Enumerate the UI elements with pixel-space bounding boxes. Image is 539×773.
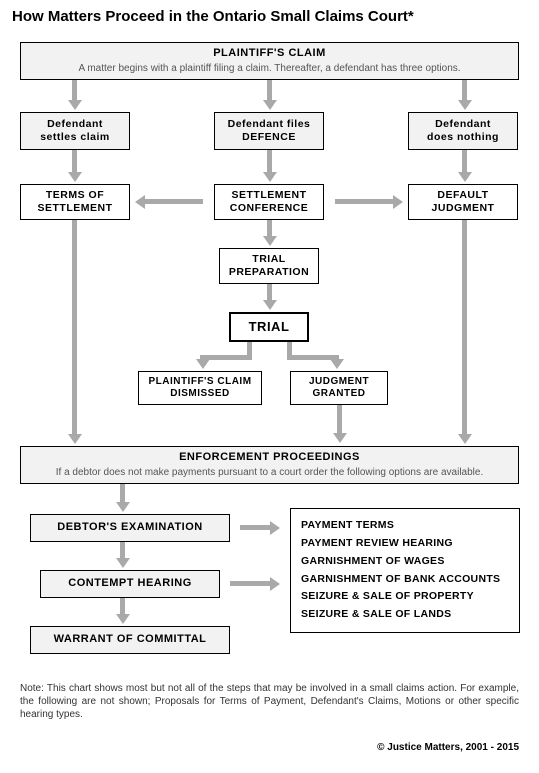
page-title: How Matters Proceed in the Ontario Small… bbox=[12, 8, 414, 25]
node-line: DISMISSED bbox=[170, 388, 230, 400]
node-line: Defendant bbox=[47, 118, 103, 131]
node-line: JUDGMENT bbox=[432, 202, 495, 215]
node-title: ENFORCEMENT PROCEEDINGS bbox=[179, 451, 360, 464]
node-terms-settlement: TERMS OF SETTLEMENT bbox=[20, 184, 130, 220]
node-line: settles claim bbox=[40, 131, 110, 144]
node-claim-dismissed: PLAINTIFF'S CLAIM DISMISSED bbox=[138, 371, 262, 405]
node-line: PLAINTIFF'S CLAIM bbox=[148, 376, 251, 388]
node-title: TRIAL bbox=[249, 319, 290, 335]
node-line: SETTLEMENT bbox=[38, 202, 113, 215]
node-title: DEBTOR'S EXAMINATION bbox=[57, 521, 202, 534]
node-line: does nothing bbox=[427, 131, 499, 144]
option-item: SEIZURE & SALE OF LANDS bbox=[301, 606, 509, 624]
option-item: GARNISHMENT OF WAGES bbox=[301, 553, 509, 571]
node-judgment-granted: JUDGMENT GRANTED bbox=[290, 371, 388, 405]
node-contempt: CONTEMPT HEARING bbox=[40, 570, 220, 598]
node-sub: If a debtor does not make payments pursu… bbox=[56, 467, 483, 479]
option-item: PAYMENT REVIEW HEARING bbox=[301, 535, 509, 553]
copyright: © Justice Matters, 2001 - 2015 bbox=[377, 742, 519, 753]
option-item: SEIZURE & SALE OF PROPERTY bbox=[301, 588, 509, 606]
node-line: GRANTED bbox=[313, 388, 366, 400]
node-settlement-conf: SETTLEMENT CONFERENCE bbox=[214, 184, 324, 220]
node-sub: A matter begins with a plaintiff filing … bbox=[78, 63, 460, 75]
node-def-settles: Defendant settles claim bbox=[20, 112, 130, 150]
node-default-judgment: DEFAULT JUDGMENT bbox=[408, 184, 518, 220]
node-line: SETTLEMENT bbox=[232, 189, 307, 202]
node-line: CONFERENCE bbox=[230, 202, 309, 215]
option-item: GARNISHMENT OF BANK ACCOUNTS bbox=[301, 571, 509, 589]
node-title: PLAINTIFF'S CLAIM bbox=[213, 47, 326, 60]
option-item: PAYMENT TERMS bbox=[301, 517, 509, 535]
node-trial: TRIAL bbox=[229, 312, 309, 342]
node-debtors-exam: DEBTOR'S EXAMINATION bbox=[30, 514, 230, 542]
node-line: JUDGMENT bbox=[309, 376, 369, 388]
node-line: TRIAL bbox=[252, 253, 285, 266]
node-def-defence: Defendant files DEFENCE bbox=[214, 112, 324, 150]
node-line: DEFENCE bbox=[242, 131, 296, 144]
node-enforcement: ENFORCEMENT PROCEEDINGS If a debtor does… bbox=[20, 446, 519, 484]
node-warrant: WARRANT OF COMMITTAL bbox=[30, 626, 230, 654]
node-line: DEFAULT bbox=[437, 189, 488, 202]
options-list: PAYMENT TERMS PAYMENT REVIEW HEARING GAR… bbox=[290, 508, 520, 633]
node-line: TERMS OF bbox=[46, 189, 104, 202]
node-line: Defendant files bbox=[228, 118, 311, 131]
node-def-nothing: Defendant does nothing bbox=[408, 112, 518, 150]
node-plaintiff-claim: PLAINTIFF'S CLAIM A matter begins with a… bbox=[20, 42, 519, 80]
node-trial-prep: TRIAL PREPARATION bbox=[219, 248, 319, 284]
node-title: CONTEMPT HEARING bbox=[68, 577, 192, 590]
node-line: PREPARATION bbox=[229, 266, 309, 279]
node-title: WARRANT OF COMMITTAL bbox=[54, 633, 207, 646]
node-line: Defendant bbox=[435, 118, 491, 131]
footer-note: Note: This chart shows most but not all … bbox=[20, 682, 519, 721]
